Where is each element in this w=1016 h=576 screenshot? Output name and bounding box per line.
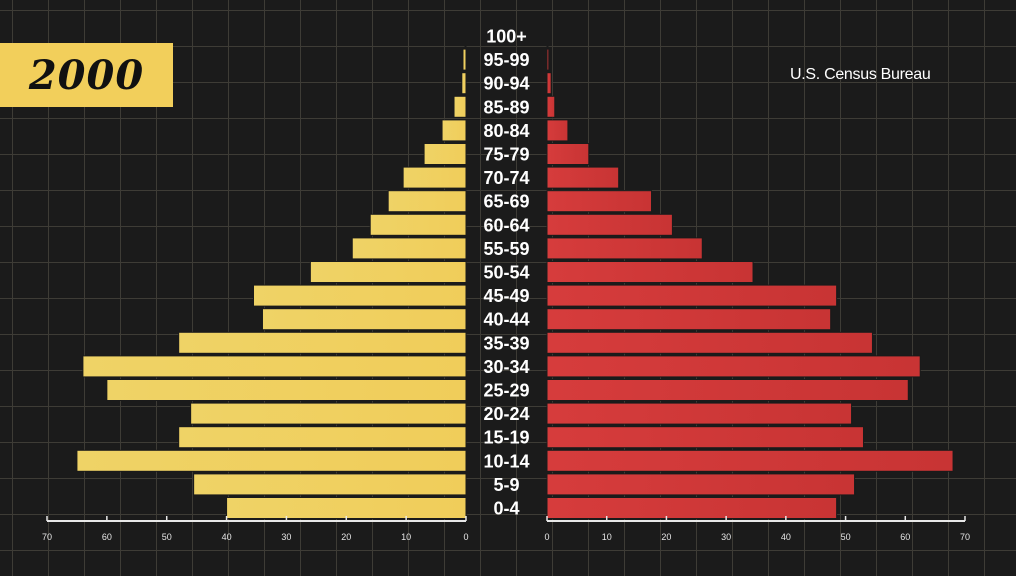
tick-label-right-20: 20 [661,532,671,542]
tick-label-right-0: 0 [544,532,549,542]
bar-right-75-79 [546,143,590,165]
tick-label-right-60: 60 [900,532,910,542]
bars-right [546,25,954,519]
age-label-20-24: 20-24 [483,404,529,424]
tick-label-right-40: 40 [781,532,791,542]
age-group-labels: 0-4 5-9 10-14 15-19 20-24 25-29 30-34 35-39 40-4… [483,27,529,519]
bar-right-25-29 [546,379,909,401]
bar-left-15-19 [178,426,467,449]
tick-label-left-0: 0 [463,532,468,542]
bar-right-50-54 [546,261,754,283]
bar-left-90-94 [461,72,467,95]
bar-left-35-39 [178,331,467,354]
bar-left-65-69 [387,190,467,213]
tick-label-left-70: 70 [42,532,52,542]
bar-right-45-49 [546,284,838,307]
bar-right-15-19 [546,426,864,449]
bar-left-0-4 [226,497,467,519]
bar-right-30-34 [546,355,921,378]
bar-right-65-69 [546,190,652,213]
tick-label-right-30: 30 [721,532,731,542]
bar-right-90-94 [546,72,552,95]
bar-left-55-59 [351,237,467,260]
age-label-45-49: 45-49 [483,286,529,306]
tick-label-left-50: 50 [162,532,172,542]
bar-left-100+ [464,25,467,47]
tick-label-right-50: 50 [841,532,851,542]
bar-right-60-64 [546,213,673,236]
bar-right-35-39 [546,331,873,354]
age-label-95-99: 95-99 [483,50,529,70]
age-label-35-39: 35-39 [483,333,529,353]
tick-label-left-60: 60 [102,532,112,542]
age-label-10-14: 10-14 [483,451,529,471]
source-label: U.S. Census Bureau [790,66,931,83]
bar-right-20-24 [546,402,853,425]
bar-left-40-44 [261,308,467,331]
age-label-60-64: 60-64 [483,215,529,235]
bar-left-25-29 [106,379,467,401]
age-label-65-69: 65-69 [483,192,529,212]
age-label-85-89: 85-89 [483,97,529,117]
age-label-5-9: 5-9 [493,475,519,495]
bar-right-85-89 [546,95,556,118]
bar-left-60-64 [369,213,467,236]
age-label-40-44: 40-44 [483,310,529,330]
age-label-15-19: 15-19 [483,428,529,448]
bar-left-50-54 [309,261,467,283]
bar-right-80-84 [546,119,569,142]
tick-label-left-20: 20 [341,532,351,542]
bar-left-20-24 [190,402,467,425]
bar-right-70-74 [546,166,620,189]
bars-left [76,25,467,519]
bar-left-70-74 [402,166,467,189]
age-label-0-4: 0-4 [493,499,519,519]
bar-right-0-4 [546,497,838,519]
age-label-25-29: 25-29 [483,381,529,401]
bar-left-30-34 [82,355,467,378]
tick-label-left-40: 40 [222,532,232,542]
age-label-80-84: 80-84 [483,121,529,141]
x-axes: 70 60 50 40 30 20 10 0 0 10 20 30 40 50 60 70 [42,516,970,542]
age-label-70-74: 70-74 [483,168,529,188]
bar-left-85-89 [453,95,467,118]
tick-label-right-10: 10 [602,532,612,542]
age-label-90-94: 90-94 [483,74,529,94]
age-label-75-79: 75-79 [483,145,529,165]
age-label-55-59: 55-59 [483,239,529,259]
bar-left-75-79 [423,143,467,165]
age-label-30-34: 30-34 [483,357,529,377]
bar-right-95-99 [546,48,550,71]
bar-left-10-14 [76,449,467,472]
bar-right-40-44 [546,308,832,331]
age-label-100+: 100+ [486,27,527,47]
bar-right-100+ [546,25,549,47]
bar-right-55-59 [546,237,703,260]
bar-left-95-99 [462,48,467,71]
bar-left-5-9 [193,473,467,496]
bar-right-10-14 [546,449,954,472]
bar-right-5-9 [546,473,856,496]
tick-label-left-30: 30 [281,532,291,542]
bar-left-45-49 [253,284,467,307]
age-label-50-54: 50-54 [483,263,529,283]
year-badge: 2000 [0,43,173,107]
tick-label-right-70: 70 [960,532,970,542]
tick-label-left-10: 10 [401,532,411,542]
bar-left-80-84 [441,119,467,142]
year-label: 2000 [28,51,145,99]
